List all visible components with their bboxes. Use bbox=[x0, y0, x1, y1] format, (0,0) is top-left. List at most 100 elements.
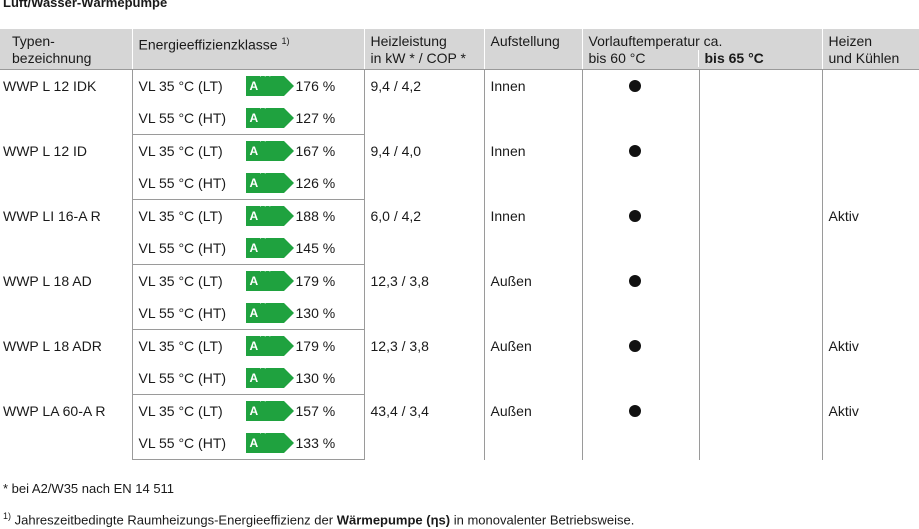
cell-efficiency: VL 35 °C (LT) A+++ 188 % bbox=[131, 199, 364, 232]
efficiency-percent: 133 % bbox=[295, 435, 336, 451]
bullet-icon bbox=[628, 339, 641, 352]
page-title: Luft/Wasser-Wärmepumpe bbox=[3, 0, 168, 10]
table-row: WWP LI 16-A R VL 35 °C (LT) A+++ 188 % 6… bbox=[0, 199, 919, 265]
cell-type: WWP L 12 IDK bbox=[3, 77, 97, 94]
cell-installation: Innen bbox=[483, 199, 582, 265]
cell-type: WWP LA 60-A R bbox=[3, 402, 106, 419]
header-heating-power: Heizleistung in kW * / COP * bbox=[363, 29, 484, 70]
efficiency-percent: 176 % bbox=[295, 77, 336, 94]
header-up-to-60: bis 60 °C bbox=[583, 50, 699, 67]
cell-efficiency: VL 55 °C (HT) A++ 127 % bbox=[131, 101, 364, 135]
cell-installation: Innen bbox=[483, 134, 582, 200]
cell-installation: Außen bbox=[483, 329, 582, 395]
cell-heating-power: 9,4 / 4,2 bbox=[363, 69, 484, 135]
cell-heating-power: 9,4 / 4,0 bbox=[363, 134, 484, 200]
bullet-icon bbox=[628, 404, 641, 417]
energy-class-badge: A++ bbox=[245, 298, 294, 323]
cell-heating-power: 43,4 / 3,4 bbox=[363, 394, 484, 460]
efficiency-percent: 179 % bbox=[295, 273, 336, 289]
flow-temp-label: VL 55 °C (HT) bbox=[138, 175, 227, 191]
efficiency-percent: 188 % bbox=[295, 208, 336, 224]
cell-heat-cool bbox=[821, 69, 919, 135]
bullet-icon bbox=[628, 274, 641, 287]
energy-class-badge: A++ bbox=[245, 396, 294, 421]
efficiency-percent: 127 % bbox=[295, 109, 336, 126]
cell-flow-temperature bbox=[581, 69, 822, 135]
cell-type: WWP L 12 ID bbox=[3, 142, 88, 159]
table-row: VL 55 °C (HT) A++ 127 % bbox=[0, 101, 919, 135]
table-row: WWP L 18 ADR VL 35 °C (LT) A+++ 179 % 12… bbox=[0, 329, 919, 395]
flow-temp-label: VL 35 °C (LT) bbox=[138, 208, 223, 224]
efficiency-percent: 157 % bbox=[295, 403, 336, 419]
table-row: VL 55 °C (HT) A++ 126 % bbox=[0, 167, 919, 200]
table-row: VL 55 °C (HT) A++ 130 % bbox=[0, 297, 919, 330]
header-flow-temperature: Vorlauftemperatur ca. bis 60 °C bis 65 °C bbox=[581, 29, 822, 70]
footnote-star: * bei A2/W35 nach EN 14 511 bbox=[3, 481, 175, 496]
energy-class-badge: A++ bbox=[245, 233, 294, 258]
cell-efficiency: VL 35 °C (LT) A++ 167 % bbox=[131, 134, 364, 167]
table-row: WWP L 12 ID VL 35 °C (LT) A++ 167 % 9,4 … bbox=[0, 134, 919, 200]
flow-temp-label: VL 35 °C (LT) bbox=[138, 273, 223, 289]
cell-heat-cool bbox=[821, 264, 919, 330]
bullet-icon bbox=[628, 209, 641, 222]
cell-efficiency: VL 35 °C (LT) A+++ 176 % bbox=[131, 69, 364, 102]
cell-flow-temperature bbox=[581, 264, 822, 330]
energy-class-badge: A+++ bbox=[245, 331, 294, 356]
header-type: Typen-bezeichnung bbox=[0, 29, 132, 70]
cell-heat-cool bbox=[821, 134, 919, 200]
cell-flow-temperature bbox=[581, 329, 822, 395]
table-row: WWP L 18 AD VL 35 °C (LT) A+++ 179 % 12,… bbox=[0, 264, 919, 330]
flow-temp-label: VL 35 °C (LT) bbox=[138, 338, 223, 354]
flow-temp-label: VL 55 °C (HT) bbox=[138, 240, 227, 256]
table-row: WWP LA 60-A R VL 35 °C (LT) A++ 157 % 43… bbox=[0, 394, 919, 460]
table-row: VL 55 °C (HT) A++ 130 % bbox=[0, 362, 919, 395]
cell-efficiency: VL 55 °C (HT) A++ 145 % bbox=[131, 232, 364, 265]
cell-efficiency: VL 35 °C (LT) A+++ 179 % bbox=[131, 264, 364, 297]
cell-heating-power: 12,3 / 3,8 bbox=[363, 329, 484, 395]
flow-temp-label: VL 35 °C (LT) bbox=[138, 143, 223, 159]
efficiency-percent: 130 % bbox=[295, 370, 336, 386]
energy-class-badge: A++ bbox=[245, 168, 294, 193]
cell-heating-power: 12,3 / 3,8 bbox=[363, 264, 484, 330]
cell-flow-temperature bbox=[581, 394, 822, 460]
table-row: WWP L 12 IDK VL 35 °C (LT) A+++ 176 % 9,… bbox=[0, 69, 919, 135]
cell-type: WWP L 18 AD bbox=[3, 272, 92, 289]
energy-class-badge: A+++ bbox=[245, 201, 294, 226]
flow-temp-label: VL 35 °C (LT) bbox=[138, 77, 223, 94]
efficiency-percent: 126 % bbox=[295, 175, 336, 191]
bullet-icon bbox=[628, 144, 641, 157]
cell-installation: Außen bbox=[483, 394, 582, 460]
energy-class-badge: A++ bbox=[245, 428, 294, 453]
bullet-icon bbox=[628, 79, 641, 92]
efficiency-percent: 167 % bbox=[295, 143, 336, 159]
cell-flow-temperature bbox=[581, 199, 822, 265]
cell-efficiency: VL 55 °C (HT) A++ 130 % bbox=[131, 297, 364, 330]
energy-class-badge: A+++ bbox=[245, 70, 294, 96]
heat-pump-table: Typen-bezeichnung Energieeffizienzklasse… bbox=[0, 29, 919, 460]
cell-efficiency: VL 55 °C (HT) A++ 126 % bbox=[131, 167, 364, 200]
cell-heating-power: 6,0 / 4,2 bbox=[363, 199, 484, 265]
flow-temp-label: VL 55 °C (HT) bbox=[138, 435, 227, 451]
cell-heat-cool: Aktiv bbox=[821, 329, 919, 395]
header-up-to-65: bis 65 °C bbox=[704, 50, 764, 66]
cell-type: WWP LI 16-A R bbox=[3, 207, 101, 224]
cell-installation: Innen bbox=[483, 69, 582, 135]
footnote-one: 1) Jahreszeitbedingte Raumheizungs-Energ… bbox=[3, 511, 635, 528]
efficiency-percent: 130 % bbox=[295, 305, 336, 321]
cell-heat-cool: Aktiv bbox=[821, 199, 919, 265]
cell-efficiency: VL 35 °C (LT) A++ 157 % bbox=[131, 394, 364, 427]
cell-efficiency: VL 55 °C (HT) A++ 133 % bbox=[131, 427, 364, 460]
flow-temp-label: VL 35 °C (LT) bbox=[138, 403, 223, 419]
table-row: VL 55 °C (HT) A++ 145 % bbox=[0, 232, 919, 265]
energy-class-badge: A++ bbox=[245, 363, 294, 388]
flow-temp-label: VL 55 °C (HT) bbox=[138, 370, 227, 386]
energy-class-badge: A+++ bbox=[245, 266, 294, 291]
table-header-row: Typen-bezeichnung Energieeffizienzklasse… bbox=[0, 29, 919, 70]
cell-type: WWP L 18 ADR bbox=[3, 337, 102, 354]
cell-heat-cool: Aktiv bbox=[821, 394, 919, 460]
header-efficiency: Energieeffizienzklasse 1) bbox=[131, 29, 364, 70]
cell-flow-temperature bbox=[581, 134, 822, 200]
efficiency-percent: 179 % bbox=[295, 338, 336, 354]
table-row: VL 55 °C (HT) A++ 133 % bbox=[0, 427, 919, 460]
efficiency-percent: 145 % bbox=[295, 240, 336, 256]
